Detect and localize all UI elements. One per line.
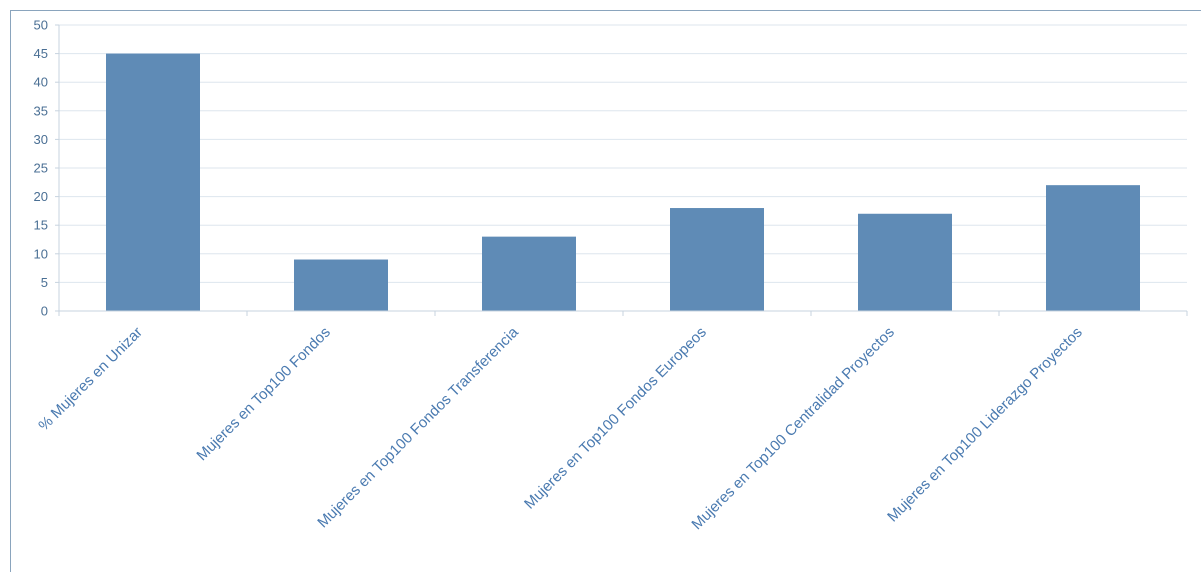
grid-lines xyxy=(59,24,1187,283)
x-category-labels: % Mujeres en Unizar Mujeres en Top100 Fon… xyxy=(35,323,1085,533)
bar-3 xyxy=(482,236,576,311)
y-tick-label: 25 xyxy=(34,161,48,176)
x-category-label: Mujeres en Top100 Fondos Transferencia xyxy=(314,323,522,531)
x-category-label: Mujeres en Top100 Fondos xyxy=(193,324,333,464)
bar-1 xyxy=(106,53,200,311)
y-tick-label: 30 xyxy=(34,132,48,147)
y-tick-label: 15 xyxy=(34,218,48,233)
x-category-label: Mujeres en Top100 Liderazgo Proyectos xyxy=(884,324,1086,526)
y-tick-label: 5 xyxy=(41,275,48,290)
bar-4 xyxy=(670,208,764,311)
y-tick-label: 35 xyxy=(34,103,48,118)
y-tick-label: 40 xyxy=(34,75,48,90)
y-tick-label: 20 xyxy=(34,189,48,204)
y-tick-label: 45 xyxy=(34,46,48,61)
y-tick-label: 50 xyxy=(34,18,48,33)
bar-5 xyxy=(858,213,952,311)
bars xyxy=(106,53,1140,311)
y-tick-label: 0 xyxy=(41,304,48,319)
x-category-label: Mujeres en Top100 Centralidad Proyectos xyxy=(688,324,897,533)
axes xyxy=(55,24,1188,316)
chart-frame xyxy=(10,10,1201,572)
y-tick-labels: 0 5 10 15 20 25 30 35 40 45 50 xyxy=(34,18,48,319)
x-category-label: Mujeres en Top100 Fondos Europeos xyxy=(521,324,710,513)
x-category-label: % Mujeres en Unizar xyxy=(35,324,145,434)
y-tick-label: 10 xyxy=(34,246,48,261)
bar-2 xyxy=(294,259,388,311)
bar-6 xyxy=(1046,185,1140,311)
